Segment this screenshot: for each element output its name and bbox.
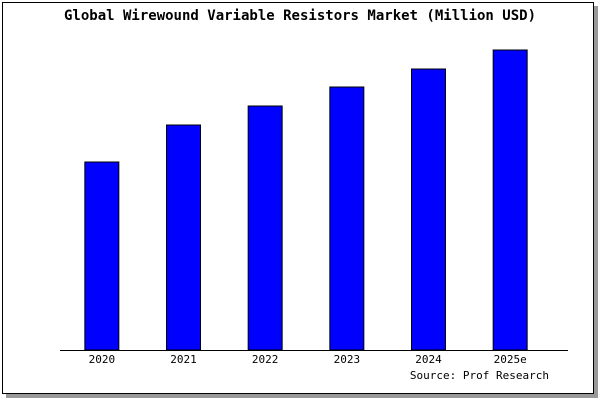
bar xyxy=(84,161,120,351)
bar xyxy=(329,86,365,351)
bar xyxy=(492,49,528,351)
bar xyxy=(247,105,283,351)
x-tick-label: 2020 xyxy=(89,353,116,366)
x-tick-label: 2021 xyxy=(170,353,197,366)
x-tick-label: 2022 xyxy=(252,353,279,366)
x-tick-label: 2025e xyxy=(494,353,527,366)
chart-title: Global Wirewound Variable Resistors Mark… xyxy=(64,8,536,24)
bar xyxy=(411,68,446,351)
x-tick-label: 2023 xyxy=(334,353,361,366)
x-tick-label: 2024 xyxy=(415,353,442,366)
bar xyxy=(166,124,201,351)
source: Source: Prof Research xyxy=(410,369,549,382)
